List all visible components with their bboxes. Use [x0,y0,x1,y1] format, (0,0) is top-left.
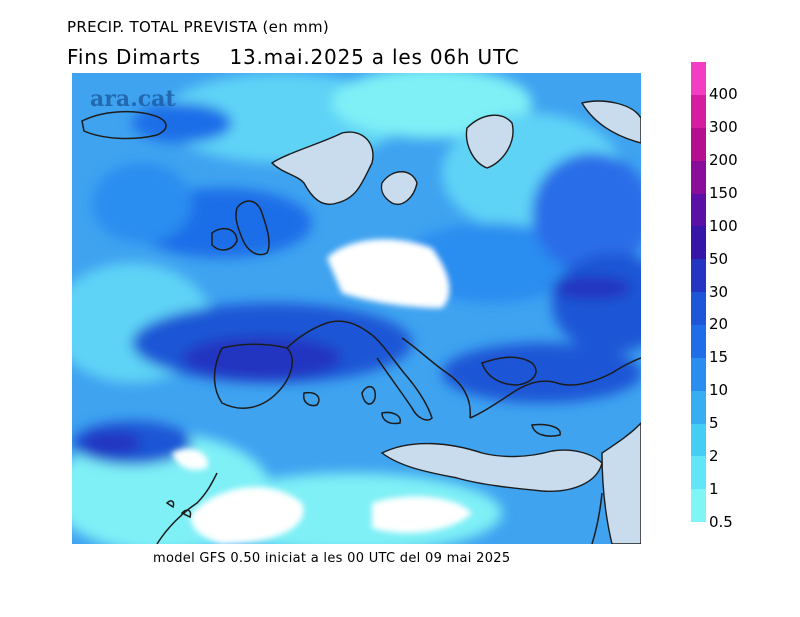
precipitation-map: ara.cat [72,73,641,544]
legend-swatch [691,357,706,391]
chart-subtitle: Fins Dimarts 13.mai.2025 a les 06h UTC [67,45,520,69]
model-info: model GFS 0.50 iniciat a les 00 UTC del … [153,551,511,566]
legend-label: 400 [709,85,738,104]
land-masses [270,100,641,544]
legend-swatch [691,292,706,325]
chart-title: PRECIP. TOTAL PREVISTA (en mm) [67,18,330,36]
legend-swatch [691,259,706,293]
legend-label: 15 [709,348,729,367]
dry-areas [172,239,472,544]
legend-swatch [691,127,706,161]
legend-label: 50 [709,249,729,268]
color-legend [691,62,706,523]
legend-swatch [691,160,706,194]
legend-label: 30 [709,282,729,301]
legend-label: 2 [709,446,719,465]
legend-label: 100 [709,216,738,235]
legend-swatch [691,489,706,523]
legend-label: 0.5 [709,512,733,531]
legend-swatch [691,456,706,490]
legend-label: 5 [709,413,719,432]
coastlines [81,110,641,544]
legend-swatch [691,390,706,424]
legend-swatch [691,62,706,95]
legend-label: 1 [709,479,719,498]
legend-swatch [691,423,706,457]
legend-label: 300 [709,118,738,137]
legend-swatch [691,94,706,128]
legend-label: 200 [709,151,738,170]
brand-logo: ara.cat [90,86,176,112]
legend-swatch [691,324,706,358]
legend-label: 10 [709,381,729,400]
legend-swatch [691,193,706,227]
legend-label: 20 [709,315,729,334]
legend-swatch [691,226,706,260]
legend-label: 150 [709,183,738,202]
